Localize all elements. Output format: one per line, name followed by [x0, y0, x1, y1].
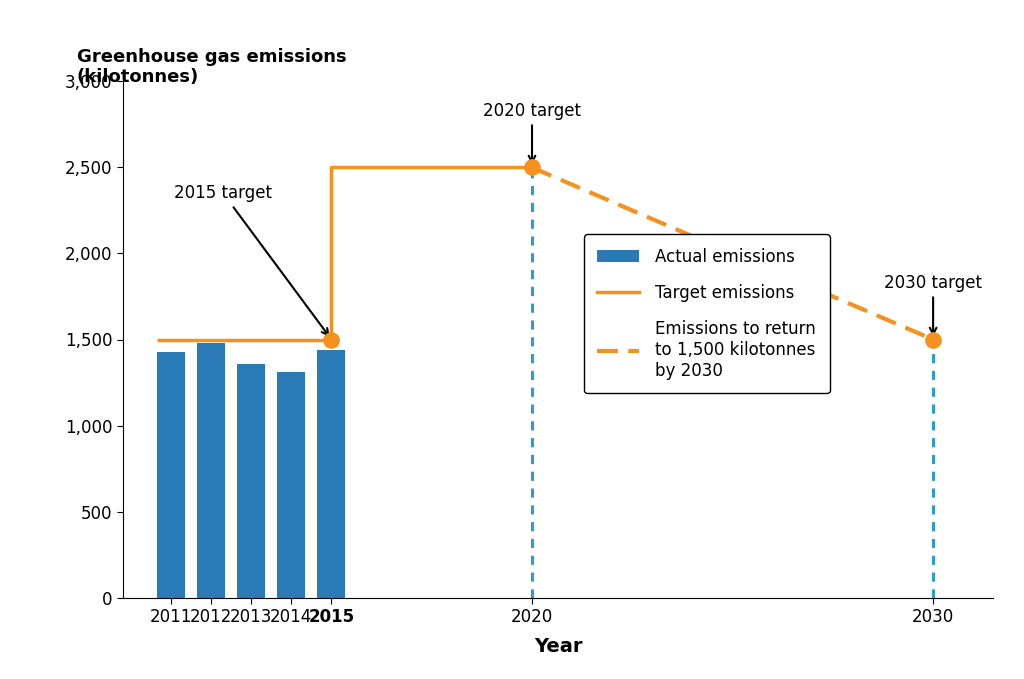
Bar: [157, 352, 185, 598]
Bar: [317, 350, 345, 598]
Bar: [238, 363, 265, 598]
Bar: [278, 372, 305, 598]
Bar: [197, 343, 225, 598]
Legend: Actual emissions, Target emissions, Emissions to return
to 1,500 kilotonnes
by 2: Actual emissions, Target emissions, Emis…: [584, 234, 829, 393]
X-axis label: Year: Year: [534, 637, 583, 656]
Text: 2030 target: 2030 target: [884, 274, 982, 334]
Text: 2015 target: 2015 target: [174, 184, 329, 335]
Text: Greenhouse gas emissions
(kilotonnes): Greenhouse gas emissions (kilotonnes): [77, 48, 346, 86]
Text: 2020 target: 2020 target: [483, 102, 581, 162]
